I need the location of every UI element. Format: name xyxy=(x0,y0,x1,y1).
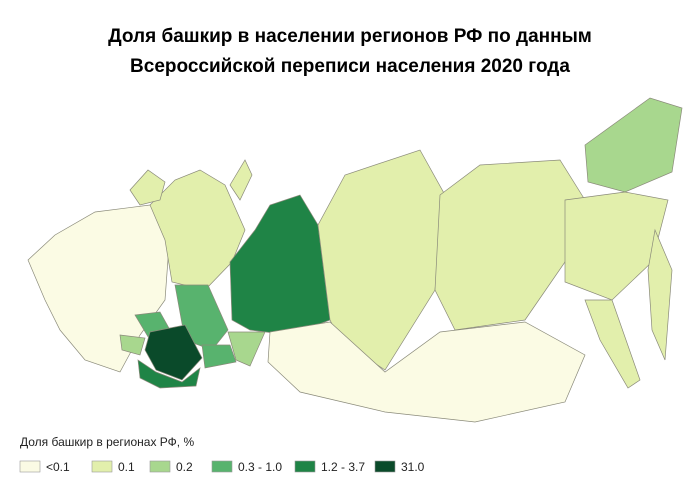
legend-swatch xyxy=(91,460,113,473)
region xyxy=(201,344,237,369)
legend-label: <0.1 xyxy=(46,460,70,474)
legend-swatch xyxy=(374,460,396,473)
region xyxy=(149,169,246,291)
region xyxy=(267,321,586,423)
legend-title: Доля башкир в регионах РФ, % xyxy=(20,435,194,449)
region xyxy=(144,324,203,381)
legend-swatch xyxy=(149,460,171,473)
legend: <0.1 0.1 0.2 0.3 - 1.0 1.2 - 3.7 31.0 xyxy=(19,460,425,474)
legend-swatch xyxy=(294,460,316,473)
map xyxy=(27,97,683,423)
region xyxy=(119,334,146,356)
region xyxy=(647,228,673,361)
title-line: Доля башкир в населении регионов РФ по д… xyxy=(108,26,592,47)
legend-label: 0.3 - 1.0 xyxy=(238,460,282,474)
region xyxy=(584,97,683,193)
legend-label: 0.2 xyxy=(176,460,193,474)
region xyxy=(584,299,641,389)
title-line: Всероссийской переписи населения 2020 го… xyxy=(130,56,570,77)
region xyxy=(227,331,266,367)
legend-label: 1.2 - 3.7 xyxy=(321,460,365,474)
legend-label: 0.1 xyxy=(118,460,135,474)
region xyxy=(229,159,253,201)
legend-swatch xyxy=(211,460,233,473)
region xyxy=(129,169,166,206)
legend-swatch xyxy=(19,460,41,473)
region xyxy=(137,359,201,389)
legend-label: 31.0 xyxy=(401,460,425,474)
